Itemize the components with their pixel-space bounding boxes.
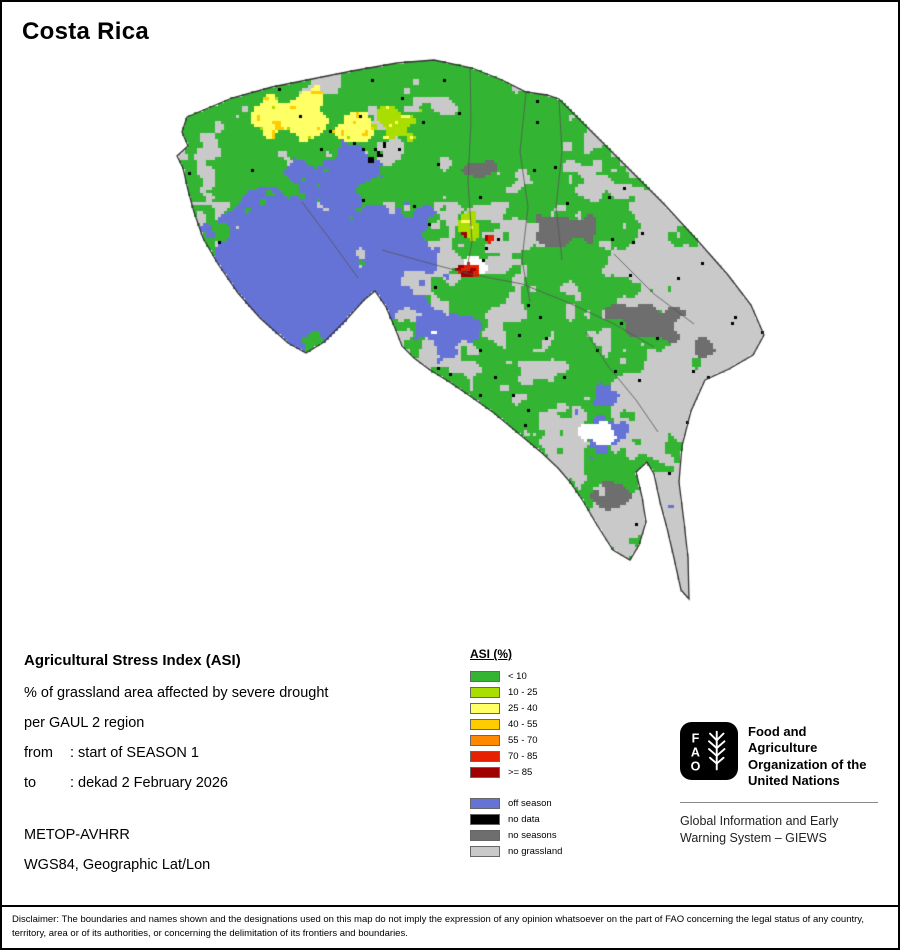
legend-label: 25 - 40	[508, 702, 538, 714]
legend-row: 70 - 85	[470, 748, 562, 764]
legend-row: no seasons	[470, 827, 562, 843]
to-value: : dekad 2 February 2026	[70, 775, 228, 791]
legend-swatch	[470, 734, 500, 746]
sensor-label: METOP-AVHRR	[24, 827, 130, 843]
org-divider	[680, 802, 878, 803]
legend-row: no grassland	[470, 843, 562, 859]
legend-row: no data	[470, 811, 562, 827]
legend-swatch	[470, 829, 500, 841]
svg-text:F: F	[692, 731, 700, 745]
map-info-block: Agricultural Stress Index (ASI) % of gra…	[24, 652, 328, 887]
fao-logo-icon: FAO	[680, 722, 738, 780]
legend-label: < 10	[508, 670, 527, 682]
wheat-icon	[708, 730, 726, 771]
svg-text:A: A	[691, 745, 700, 759]
asi-description-1: % of grassland area affected by severe d…	[24, 685, 329, 701]
legend-row: 40 - 55	[470, 716, 562, 732]
legend-swatch	[470, 813, 500, 825]
page-title: Costa Rica	[22, 18, 150, 45]
org-programme: Global Information and Early Warning Sys…	[680, 814, 839, 845]
from-value: : start of SEASON 1	[70, 745, 199, 761]
legend-title: ASI (%)	[470, 647, 512, 661]
legend-label: 55 - 70	[508, 734, 538, 746]
to-label: to	[24, 775, 37, 791]
legend-swatch	[470, 670, 500, 682]
legend-swatch	[470, 686, 500, 698]
fao-logo-letters: FAO	[691, 731, 701, 773]
legend-row: 55 - 70	[470, 732, 562, 748]
legend-swatch	[470, 845, 500, 857]
svg-text:O: O	[691, 759, 701, 773]
asi-heading: Agricultural Stress Index (ASI)	[24, 652, 241, 669]
disclaimer-bar: Disclaimer: The boundaries and names sho…	[2, 905, 898, 948]
to-line: to : dekad 2 February 2026	[24, 775, 328, 791]
legend-extras: off season no data no seasons no grassland	[470, 795, 562, 859]
legend-label: no grassland	[508, 845, 563, 857]
legend-row: < 10	[470, 668, 562, 684]
legend-row: off season	[470, 795, 562, 811]
disclaimer-text: Disclaimer: The boundaries and names sho…	[12, 914, 864, 939]
legend-label: off season	[508, 797, 552, 809]
org-name: Food and Agriculture Organization of the…	[748, 724, 867, 788]
legend-row: >= 85	[470, 764, 562, 780]
legend-label: 40 - 55	[508, 718, 538, 730]
legend-swatch	[470, 797, 500, 809]
projection-label: WGS84, Geographic Lat/Lon	[24, 857, 211, 873]
legend-swatch	[470, 702, 500, 714]
legend-swatch	[470, 766, 500, 778]
legend-label: >= 85	[508, 766, 533, 778]
asi-description-2: per GAUL 2 region	[24, 715, 145, 731]
legend-swatch	[470, 750, 500, 762]
legend-classes: < 10 10 - 25 25 - 40 40 - 55 55 - 70 70 - 85 >…	[470, 668, 562, 780]
legend-row: 25 - 40	[470, 700, 562, 716]
legend-swatch	[470, 718, 500, 730]
from-label: from	[24, 745, 53, 761]
from-line: from : start of SEASON 1	[24, 745, 328, 761]
legend-label: 10 - 25	[508, 686, 538, 698]
asi-legend: ASI (%) < 10 10 - 25 25 - 40 40 - 55 55 - 70…	[470, 647, 562, 859]
legend-label: no data	[508, 813, 540, 825]
legend-label: no seasons	[508, 829, 557, 841]
legend-label: 70 - 85	[508, 750, 538, 762]
legend-row: 10 - 25	[470, 684, 562, 700]
